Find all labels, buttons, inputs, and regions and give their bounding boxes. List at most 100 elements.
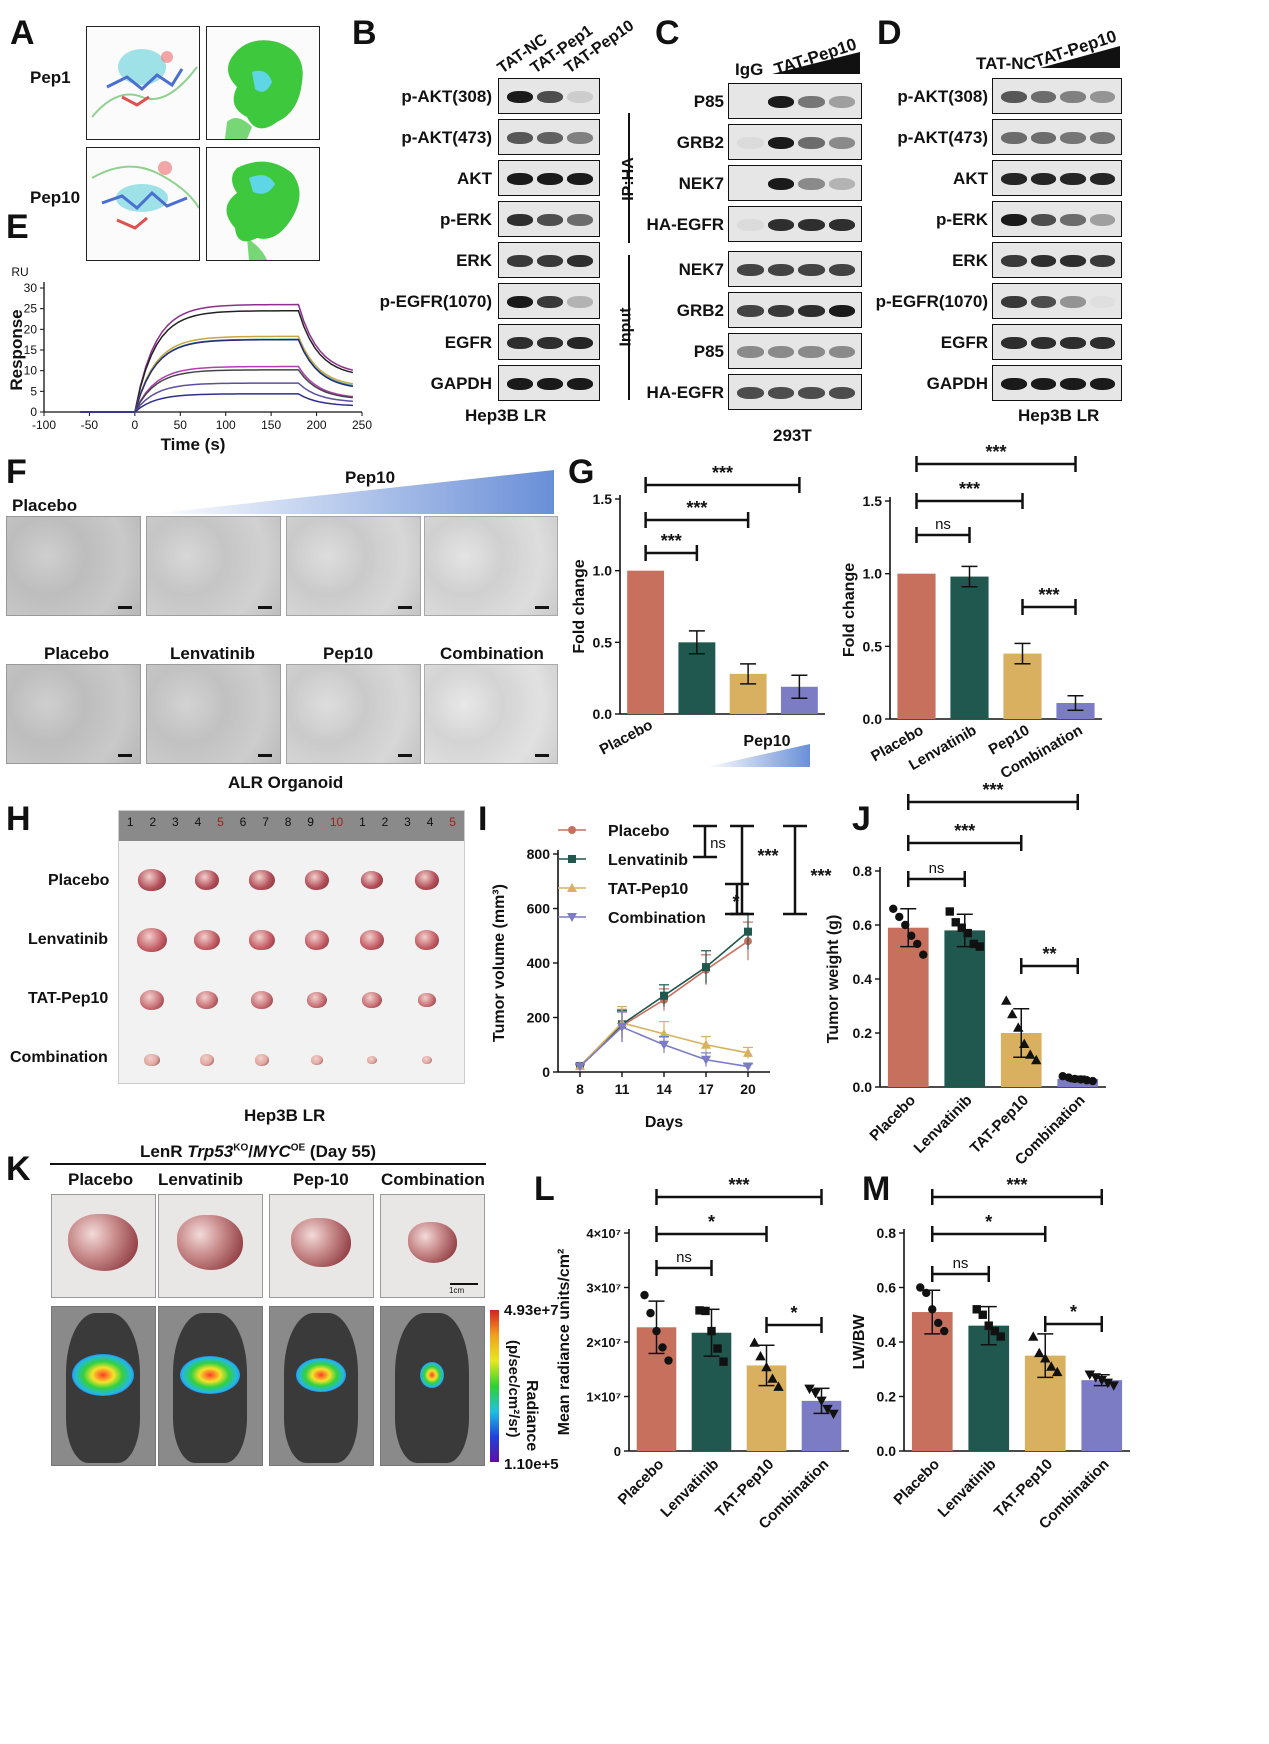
chart-e-spr-sensorgram: RU 0 5 10 15 20 25 30 -100 -50 0 50 100 150 200 250 Time… xyxy=(7,265,372,454)
data-point xyxy=(701,1306,710,1316)
organoid-image xyxy=(286,664,421,764)
y-tick-label: 0.4 xyxy=(877,1334,897,1350)
blot-band xyxy=(1089,132,1115,144)
data-point xyxy=(804,1384,815,1395)
panel-k-col-label: Pep-10 xyxy=(293,1170,349,1189)
colorbar-units: (p/sec/cm²/sr) xyxy=(505,1340,522,1438)
blot-band xyxy=(537,337,563,349)
tumor-specimen xyxy=(422,1056,432,1064)
y-tick-label: 25 xyxy=(24,302,38,316)
significance-label: *** xyxy=(1038,585,1059,605)
ivis-image xyxy=(269,1306,374,1466)
tumor-specimen xyxy=(255,1054,269,1066)
blot-band xyxy=(737,264,764,276)
blot-band xyxy=(1060,173,1086,185)
blot-band xyxy=(828,137,855,149)
group-bracket-input xyxy=(628,255,630,400)
blot-strip xyxy=(992,78,1122,114)
x-axis-label: Days xyxy=(645,1114,683,1131)
liver-photo xyxy=(51,1194,156,1298)
y-tick-label: 0.8 xyxy=(877,1225,897,1241)
dose-gradient-wedge xyxy=(706,744,810,767)
blot-row-label: p-ERK xyxy=(936,210,988,229)
organoid-image xyxy=(6,664,141,764)
x-axis-label: Time (s) xyxy=(161,435,226,454)
data-point xyxy=(828,1409,839,1420)
organoid-image xyxy=(424,664,558,764)
x-tick-label: Lenvatinib xyxy=(657,1456,722,1521)
tumor-specimen xyxy=(251,991,273,1009)
blot-strip xyxy=(728,251,862,287)
data-point xyxy=(568,855,576,863)
ruler-number: 9 xyxy=(307,815,314,829)
docking-surface-image-pep1 xyxy=(206,26,320,140)
blot-band xyxy=(567,255,593,267)
y-tick-label: 0.4 xyxy=(853,971,873,987)
tumor-specimen xyxy=(418,992,436,1008)
ruler-number: 2 xyxy=(149,815,157,829)
tumor-specimen xyxy=(307,992,327,1008)
blot-row-label: HA-EGFR xyxy=(646,383,724,402)
blot-band xyxy=(1001,132,1027,144)
data-point xyxy=(1108,1381,1119,1391)
data-point xyxy=(996,1332,1005,1341)
x-tick-label: 150 xyxy=(261,418,281,432)
sensorgram-curve xyxy=(80,382,353,413)
data-point xyxy=(963,928,972,938)
data-point xyxy=(743,1047,753,1057)
blot-band xyxy=(1089,173,1115,185)
tumor-photo: 1 2 3 4 5 6 7 8 9 10 1 2 3 4 5 xyxy=(118,810,465,1084)
y-tick-label: 0 xyxy=(614,1444,621,1459)
data-point xyxy=(695,1306,704,1315)
blot-row-label: NEK7 xyxy=(678,260,724,279)
blot-row-label: GAPDH xyxy=(430,374,492,393)
significance-label: ns xyxy=(676,1249,692,1266)
blot-band xyxy=(767,264,794,276)
blot-strip xyxy=(498,365,600,401)
legend-label: Combination xyxy=(608,910,706,927)
data-point xyxy=(640,1290,649,1300)
panel-k-title-rule xyxy=(50,1163,486,1165)
x-tick-label: 20 xyxy=(740,1081,756,1097)
panel-label-i: I xyxy=(478,800,488,838)
blot-band xyxy=(828,305,855,317)
blot-band xyxy=(798,219,825,231)
x-tick-label: Placebo xyxy=(597,717,656,759)
data-point xyxy=(810,1389,821,1399)
blot-row-label: P85 xyxy=(693,342,724,361)
panel-a-row-label-pep1: Pep1 xyxy=(30,68,71,87)
tumor-specimen xyxy=(305,930,329,950)
tumor-caption: Hep3B LR xyxy=(244,1106,326,1125)
blot-strip xyxy=(992,160,1122,196)
legend-label: Lenvatinib xyxy=(608,852,688,869)
blot-band xyxy=(737,219,764,231)
significance-label: *** xyxy=(954,821,975,841)
significance-label: *** xyxy=(728,1175,749,1195)
x-tick-label: -100 xyxy=(32,418,56,432)
ruler-number: 1 xyxy=(126,815,134,829)
organoid-col-label: Pep10 xyxy=(323,644,374,663)
organoid-caption: ALR Organoid xyxy=(228,773,344,792)
blot-strip xyxy=(992,201,1122,237)
y-tick-label: 800 xyxy=(527,846,551,862)
group-label-input: Input xyxy=(617,307,635,347)
blot-band xyxy=(1030,378,1056,390)
blot-band xyxy=(1060,214,1086,226)
blot-row-label: AKT xyxy=(953,169,988,188)
panel-label-l: L xyxy=(534,1170,555,1208)
significance-label: ** xyxy=(1042,944,1056,964)
blot-band xyxy=(828,387,855,399)
significance-label: * xyxy=(1070,1302,1077,1322)
data-point xyxy=(919,950,928,959)
data-point xyxy=(1096,1375,1107,1386)
panel-label-f: F xyxy=(6,453,27,491)
blot-band xyxy=(828,346,855,358)
blot-row-label: p-EGFR(1070) xyxy=(379,292,492,311)
blot-strip xyxy=(992,242,1122,278)
bar xyxy=(897,573,936,719)
blot-band xyxy=(1060,132,1086,144)
data-point xyxy=(972,1305,981,1314)
x-tick-label: Lenvatinib xyxy=(935,1456,1000,1521)
liver-specimen xyxy=(68,1213,138,1271)
